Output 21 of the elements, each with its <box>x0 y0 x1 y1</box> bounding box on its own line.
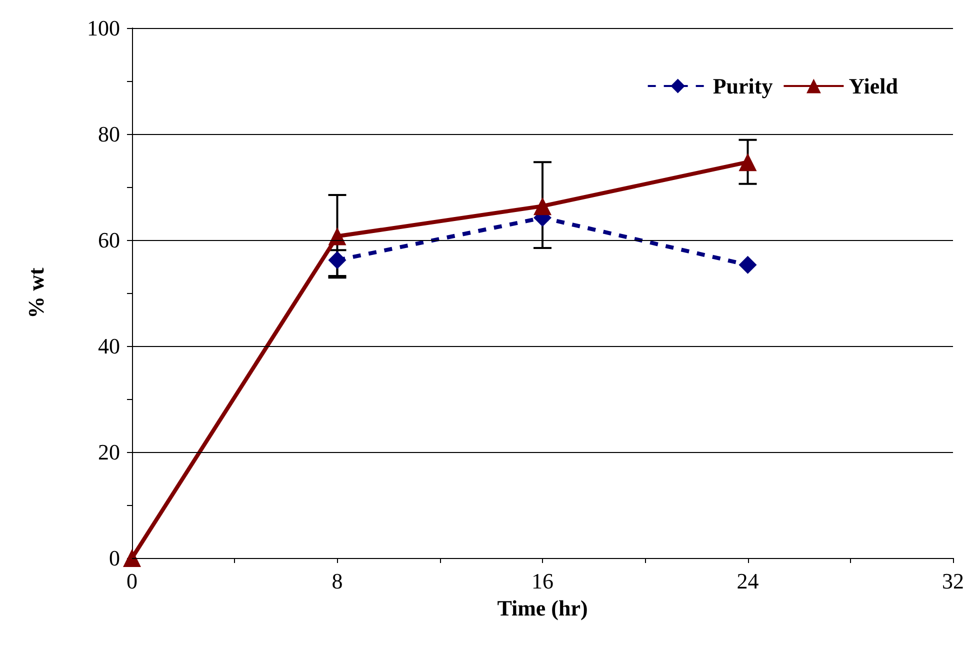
point <box>738 153 757 172</box>
point <box>328 251 346 270</box>
y-tick-label: 80 <box>98 122 120 146</box>
point <box>328 227 346 246</box>
legend-label: Yield <box>848 74 898 98</box>
point <box>534 197 552 216</box>
x-tick-label: 16 <box>532 568 554 594</box>
x-tick-label: 24 <box>736 568 759 594</box>
x-tick-label: 32 <box>942 568 964 594</box>
x-tick-label: 8 <box>332 568 343 594</box>
y-tick-label: 0 <box>109 546 120 570</box>
y-tick-label: 60 <box>98 228 120 252</box>
point <box>123 549 141 567</box>
y-axis-title: % wt <box>24 266 48 318</box>
x-tick-label: 0 <box>126 568 138 594</box>
x-axis-title: Time (hr) <box>497 595 588 620</box>
y-tick-label: 40 <box>98 334 120 358</box>
y-tick-label: 100 <box>87 16 120 40</box>
point <box>738 256 757 274</box>
legend-label: Purity <box>712 74 773 98</box>
y-tick-label: 20 <box>98 440 120 464</box>
